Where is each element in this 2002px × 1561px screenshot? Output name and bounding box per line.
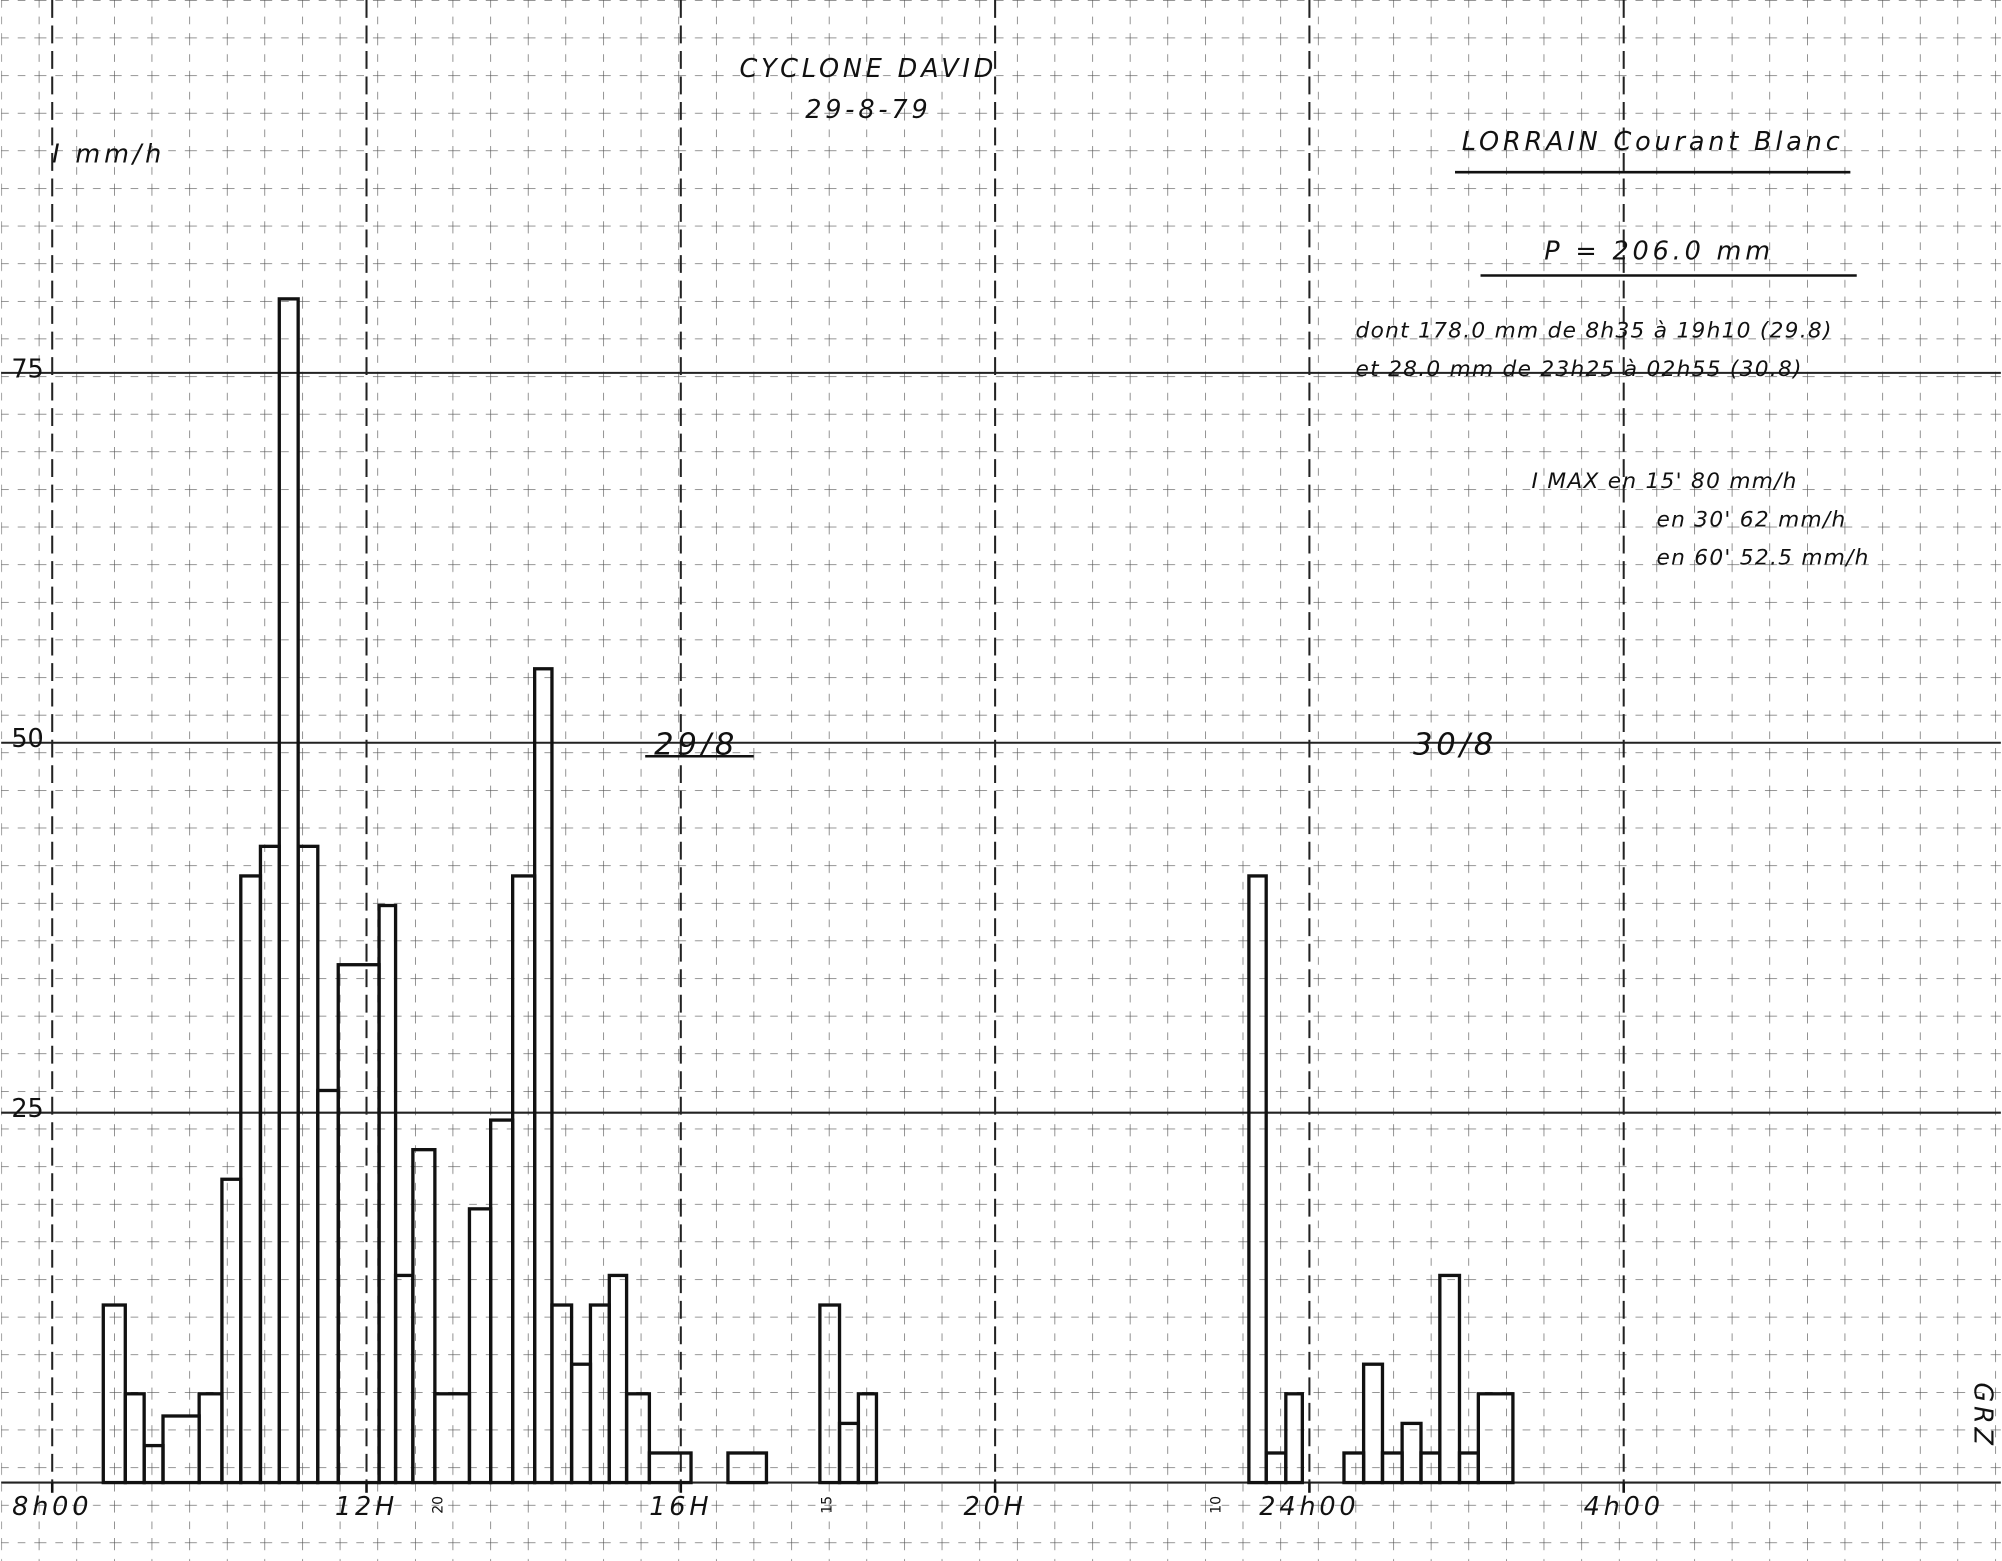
y-tick-label: 25 (11, 1094, 43, 1124)
bar (1476, 1392, 1515, 1485)
bar (411, 1148, 437, 1485)
bar (856, 1392, 879, 1485)
bar (1247, 874, 1268, 1485)
signature: GRZ (1968, 1382, 1998, 1448)
bar (123, 1392, 146, 1485)
station: LORRAIN Courant Blanc (1462, 127, 1844, 157)
day-label: 30/8 (1413, 728, 1497, 763)
x-tick-label: 8h00 (12, 1492, 92, 1522)
bar (377, 903, 398, 1485)
bar (1284, 1392, 1304, 1485)
bars (101, 297, 1515, 1485)
minute-mark: 15 (820, 1496, 836, 1514)
minute-mark: 20 (431, 1496, 447, 1514)
bar (624, 1392, 652, 1485)
y-tick-label: 75 (11, 354, 43, 384)
bar (1438, 1273, 1462, 1485)
x-tick-label: 4h00 (1584, 1492, 1664, 1522)
detail: dont 178.0 mm de 8h35 à 19h10 (29.8) (1356, 319, 1833, 344)
x-tick-label: 20H (964, 1492, 1027, 1522)
bar (607, 1273, 629, 1485)
bar (647, 1451, 693, 1485)
bar (818, 1303, 842, 1485)
chart-subtitle: 29-8-79 (805, 95, 931, 125)
bar (726, 1451, 769, 1485)
imax: en 30' 62 mm/h (1657, 507, 1847, 532)
detail: et 28.0 mm de 23h25 à 02h55 (30.8) (1356, 357, 1803, 382)
ticks: 25 50 75 8h00 12H 16H 20H 24h00 4h00 (11, 354, 1664, 1522)
total: P = 206.0 mm (1544, 237, 1774, 267)
x-tick-label: 24h00 (1259, 1492, 1359, 1522)
imax: en 60' 52.5 mm/h (1657, 546, 1870, 571)
bar (1361, 1362, 1385, 1485)
minute-mark: 10 (1209, 1496, 1225, 1514)
x-tick-label: 16H (649, 1492, 712, 1522)
y-tick-label: 50 (11, 724, 43, 754)
grid (1, 0, 2001, 1484)
imax: I MAX en 15' 80 mm/h (1532, 469, 1798, 494)
x-tick-label: 12H (335, 1492, 398, 1522)
chart-title: CYCLONE DAVID (740, 54, 998, 84)
y-axis-label: I mm/h (52, 140, 165, 170)
bar (533, 667, 554, 1485)
